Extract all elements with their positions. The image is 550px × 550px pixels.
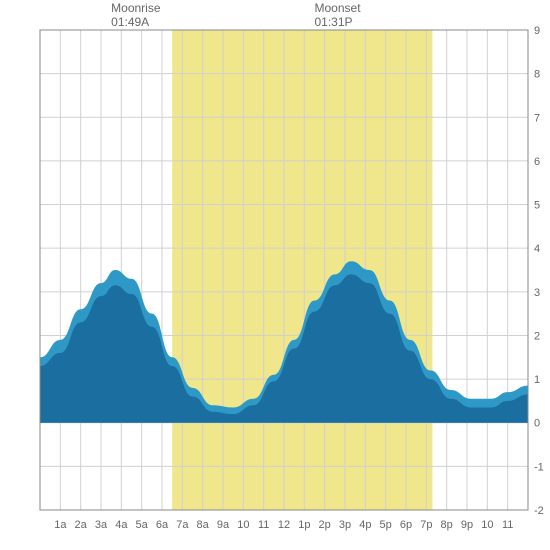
x-tick-label: 5a [136, 519, 149, 531]
y-tick-label: 7 [534, 112, 540, 124]
moonset-label: Moonset [315, 1, 362, 15]
x-tick-label: 2a [75, 519, 88, 531]
tide-chart: -2-101234567891a2a3a4a5a6a7a8a9a1011121p… [0, 0, 550, 550]
x-tick-label: 10 [237, 519, 249, 531]
chart-svg: -2-101234567891a2a3a4a5a6a7a8a9a1011121p… [0, 0, 550, 550]
moonrise-label: Moonrise [111, 1, 161, 15]
y-tick-label: 5 [534, 200, 540, 212]
x-tick-label: 10 [481, 519, 493, 531]
moonset-time: 01:31P [315, 15, 353, 29]
x-tick-label: 8a [197, 519, 210, 531]
x-tick-label: 2p [319, 519, 331, 531]
y-tick-label: -2 [534, 505, 544, 517]
y-tick-label: 6 [534, 156, 540, 168]
x-tick-label: 6a [156, 519, 169, 531]
y-tick-label: 2 [534, 330, 540, 342]
x-tick-label: 8p [441, 519, 453, 531]
x-tick-label: 3a [95, 519, 108, 531]
daylight-band [172, 30, 432, 510]
y-tick-label: 4 [534, 243, 540, 255]
x-tick-label: 7a [176, 519, 189, 531]
x-tick-label: 3p [339, 519, 351, 531]
x-tick-label: 1a [54, 519, 67, 531]
moonrise-time: 01:49A [111, 15, 149, 29]
y-tick-label: 3 [534, 287, 540, 299]
y-tick-label: 1 [534, 374, 540, 386]
y-tick-label: -1 [534, 461, 544, 473]
x-tick-label: 6p [400, 519, 412, 531]
x-tick-label: 9a [217, 519, 230, 531]
y-tick-label: 0 [534, 418, 540, 430]
x-tick-label: 4a [115, 519, 128, 531]
y-tick-label: 8 [534, 69, 540, 81]
y-tick-label: 9 [534, 25, 540, 37]
x-tick-label: 12 [278, 519, 290, 531]
x-tick-label: 11 [502, 519, 513, 531]
x-tick-label: 7p [420, 519, 432, 531]
x-tick-label: 11 [258, 519, 269, 531]
x-tick-label: 1p [298, 519, 310, 531]
x-tick-label: 9p [461, 519, 473, 531]
x-tick-label: 5p [380, 519, 392, 531]
x-tick-label: 4p [359, 519, 371, 531]
